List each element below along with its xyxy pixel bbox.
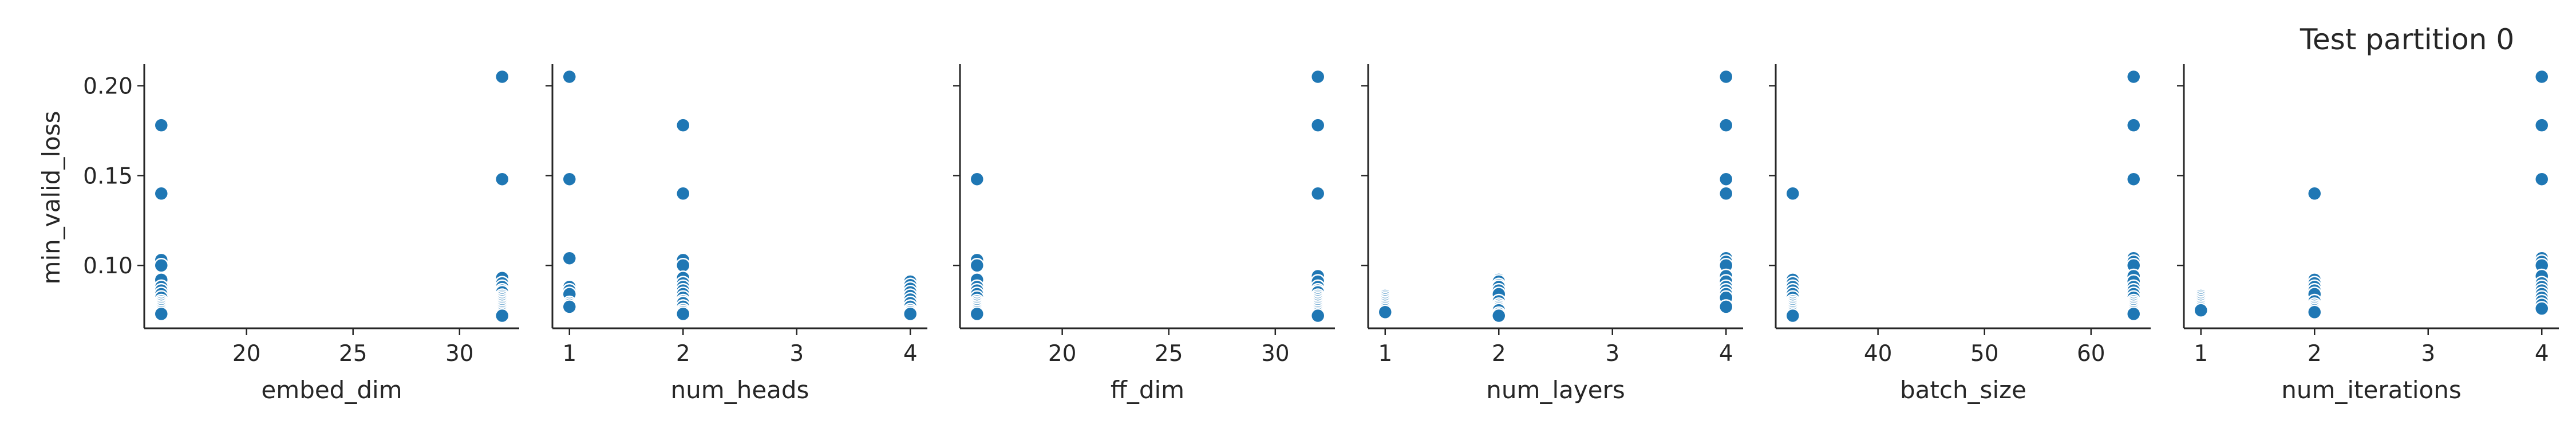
data-point [562, 171, 578, 187]
data-point [969, 306, 985, 322]
x-tick-label: 20 [232, 341, 261, 367]
data-point [2125, 306, 2142, 322]
y-tick-label: 0.20 [83, 74, 133, 100]
data-point [562, 69, 578, 85]
panel-embed_dim: 0.10 0.15 0.20 20 25 30 embed_dim [83, 64, 519, 404]
data-point [494, 308, 510, 324]
data-point [675, 306, 691, 322]
x-tick-label: 30 [1261, 341, 1290, 367]
data-point [2307, 186, 2322, 202]
data-point [1718, 171, 1734, 187]
data-point [1718, 69, 1734, 85]
data-point [675, 117, 691, 133]
x-axis-label: ff_dim [1111, 376, 1184, 404]
x-tick-label: 4 [1719, 341, 1733, 367]
panel-num_heads: 1 2 3 4 num_heads [546, 64, 927, 404]
data-point [1718, 299, 1734, 315]
data-point [2534, 301, 2550, 316]
x-tick-label: 1 [562, 341, 576, 367]
x-tick-label: 4 [903, 341, 918, 367]
x-axis-label: batch_size [1900, 376, 2026, 404]
x-tick-label: 25 [339, 341, 368, 367]
x-tick-label: 2 [676, 341, 690, 367]
data-point [153, 257, 169, 273]
data-point [902, 306, 918, 322]
data-point [1785, 186, 1801, 202]
panel-num_layers: 1 2 3 4 num_layers [1361, 64, 1743, 404]
data-point [1785, 308, 1801, 324]
y-tick-label: 0.15 [83, 163, 133, 189]
data-point [969, 257, 985, 273]
x-tick-label: 3 [789, 341, 804, 367]
data-point [153, 306, 169, 322]
panel-ff_dim: 20 25 30 ff_dim [953, 64, 1335, 404]
panel-num_iterations: 1 2 3 4 num_iterations [2177, 64, 2559, 404]
data-point [2307, 304, 2322, 320]
data-point [153, 117, 169, 133]
data-point [153, 186, 169, 202]
data-point [1310, 186, 1326, 202]
x-tick-label: 2 [2308, 341, 2322, 367]
data-point [2534, 117, 2550, 133]
x-tick-label: 1 [2194, 341, 2208, 367]
data-point [1718, 186, 1734, 202]
x-tick-label: 3 [1605, 341, 1619, 367]
x-tick-label: 25 [1155, 341, 1183, 367]
data-point [562, 299, 578, 315]
data-point [2534, 171, 2550, 187]
data-point [1310, 117, 1326, 133]
data-point [675, 257, 691, 273]
data-point [2125, 171, 2142, 187]
data-point [562, 250, 578, 266]
y-tick-label: 0.10 [83, 253, 133, 279]
data-point [494, 171, 510, 187]
x-axis-label: num_iterations [2281, 376, 2461, 404]
data-point [969, 171, 985, 187]
data-point [2193, 303, 2209, 318]
data-point [1310, 308, 1326, 324]
x-tick-label: 4 [2535, 341, 2549, 367]
x-tick-label: 30 [445, 341, 474, 367]
x-axis-label: embed_dim [261, 376, 402, 404]
x-tick-label: 1 [1378, 341, 1392, 367]
chart-title: Test partition 0 [2300, 23, 2514, 56]
data-point [1377, 304, 1393, 320]
data-point [2125, 117, 2142, 133]
x-axis-label: num_layers [1486, 376, 1625, 404]
x-axis-label: num_heads [671, 376, 809, 404]
data-point [1718, 117, 1734, 133]
x-tick-label: 50 [1970, 341, 1999, 367]
data-point [1310, 69, 1326, 85]
data-point [494, 69, 510, 85]
panel-batch_size: 40 50 60 batch_size [1769, 64, 2151, 404]
y-axis-label: min_valid_loss [37, 111, 65, 285]
data-point [675, 186, 691, 202]
x-tick-label: 20 [1048, 341, 1077, 367]
x-tick-label: 60 [2077, 341, 2105, 367]
data-point [2125, 69, 2142, 85]
x-tick-label: 2 [1492, 341, 1506, 367]
data-point [2534, 69, 2550, 85]
data-point [1491, 308, 1507, 324]
x-tick-label: 40 [1864, 341, 1893, 367]
x-tick-label: 3 [2421, 341, 2435, 367]
